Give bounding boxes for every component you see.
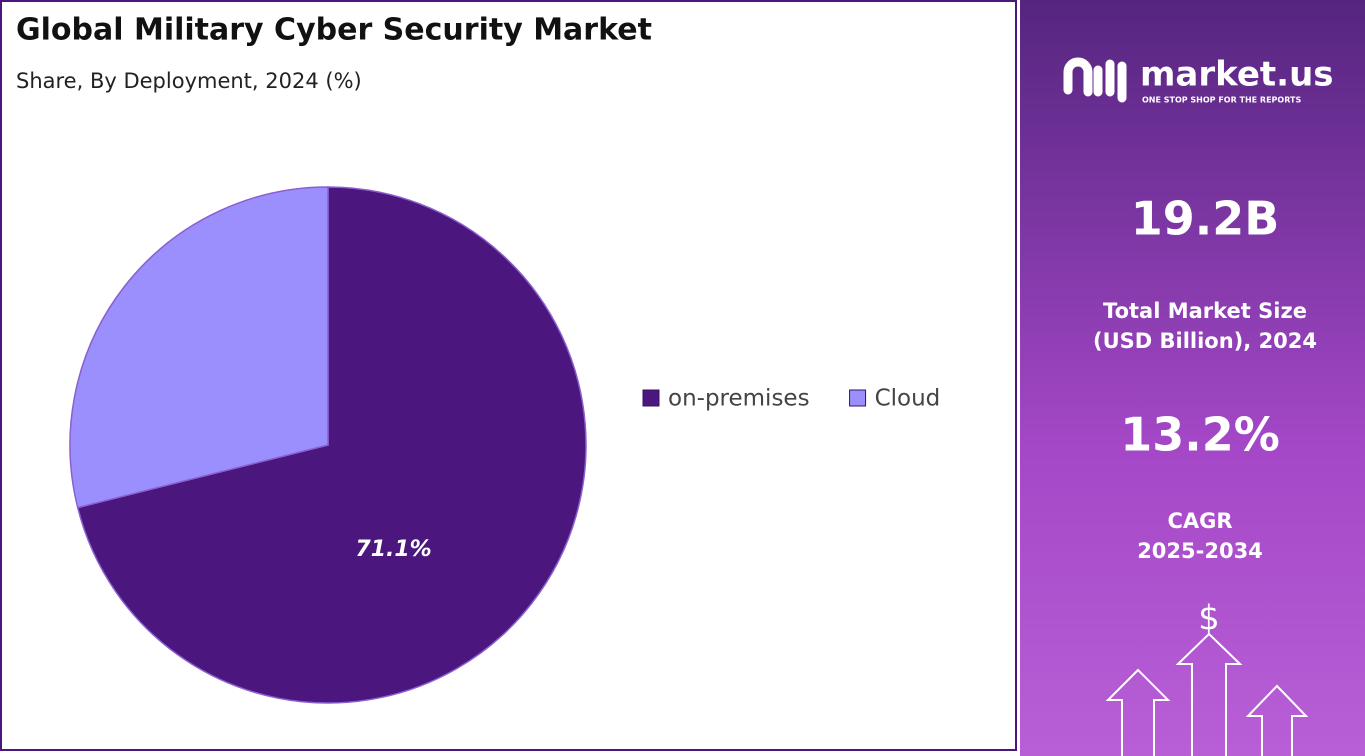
data-label: 71.1% <box>355 537 431 562</box>
chart-subtitle: Share, By Deployment, 2024 (%) <box>16 69 362 93</box>
growth-arrows <box>1105 632 1309 756</box>
market-size-label: (USD Billion), 2024 <box>1093 329 1317 353</box>
logo-tagline: ONE STOP SHOP FOR THE REPORTS <box>1142 96 1301 105</box>
cagr-label: CAGR <box>1167 509 1232 533</box>
dollar-icon: $ <box>1198 599 1220 639</box>
legend-label: on-premises <box>668 386 810 412</box>
logo-text: market.us <box>1140 55 1334 95</box>
legend-swatch <box>849 389 867 407</box>
pie-slice <box>69 186 329 509</box>
chart-title: Global Military Cyber Security Market <box>16 13 652 48</box>
side-panel <box>1020 0 1365 756</box>
cagr-label: 2025-2034 <box>1137 539 1263 563</box>
pie-slice <box>76 186 587 704</box>
logo-mark <box>1063 57 1127 103</box>
legend-swatch <box>642 389 660 407</box>
legend-label: Cloud <box>875 386 941 412</box>
market-size-label: Total Market Size <box>1103 299 1307 323</box>
market-size: 19.2B <box>1131 192 1280 246</box>
cagr: 13.2% <box>1120 408 1280 462</box>
